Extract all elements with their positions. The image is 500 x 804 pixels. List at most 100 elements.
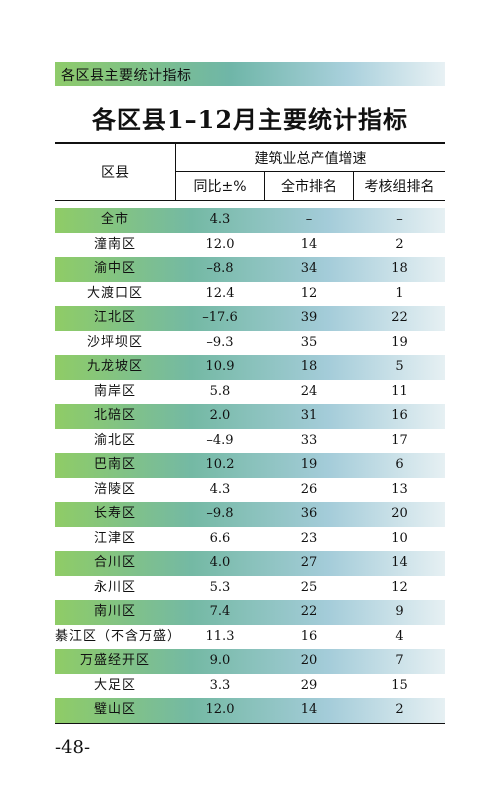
page-title: 各区县1–12月主要统计指标	[91, 105, 409, 134]
region-cell: 永川区	[93, 579, 136, 595]
group-rank-cell: –	[396, 212, 403, 227]
table-row: 长寿区 –9.8 36 20	[55, 502, 445, 527]
section-label: 各区县主要统计指标	[61, 68, 192, 84]
yoy-cell: –8.8	[206, 261, 234, 276]
table-row: 渝中区 –8.8 34 18	[55, 257, 445, 282]
city-rank-cell: 24	[300, 383, 318, 399]
table-row: 南岸区 5.8 24 11	[55, 380, 445, 405]
table-row: 南川区 7.4 22 9	[55, 600, 445, 625]
region-cell: 涪陵区	[93, 481, 136, 497]
region-cell: 綦江区（不含万盛）	[55, 628, 182, 644]
region-cell: 江北区	[93, 310, 136, 325]
yoy-cell: 4.3	[209, 212, 231, 227]
city-rank-cell: 33	[300, 432, 318, 448]
city-rank-cell: 36	[300, 506, 318, 521]
group-rank-cell: 7	[395, 653, 404, 668]
city-rank-cell: 35	[300, 334, 318, 350]
group-rank-cell: 11	[391, 383, 408, 399]
group-rank-cell: 16	[391, 408, 408, 423]
header-region: 区县	[55, 144, 176, 200]
yoy-cell: 12.4	[205, 285, 235, 301]
table-row: 全市 4.3 – –	[55, 208, 445, 233]
region-cell: 大足区	[93, 677, 136, 693]
city-rank-cell: 12	[300, 285, 318, 301]
table-row: 江津区 6.6 23 10	[55, 527, 445, 552]
city-rank-cell: 16	[300, 628, 318, 644]
city-rank-cell: 31	[300, 408, 318, 423]
city-rank-cell: 25	[300, 579, 318, 595]
group-rank-cell: 18	[391, 261, 408, 276]
table-row: 大渡口区 12.4 12 1	[55, 282, 445, 307]
yoy-cell: –4.9	[206, 432, 234, 448]
group-rank-cell: 19	[391, 334, 408, 350]
table-row: 万盛经开区 9.0 20 7	[55, 649, 445, 674]
region-cell: 长寿区	[93, 506, 136, 521]
city-rank-cell: –	[305, 212, 313, 227]
group-rank-cell: 2	[395, 702, 404, 717]
group-rank-cell: 15	[391, 677, 408, 693]
city-rank-cell: 27	[300, 555, 318, 570]
page-number: -48-	[55, 737, 91, 758]
yoy-cell: –17.6	[202, 310, 238, 325]
yoy-cell: 7.4	[209, 604, 231, 619]
yoy-cell: 4.0	[209, 555, 231, 570]
table-row: 永川区 5.3 25 12	[55, 576, 445, 601]
region-cell: 江津区	[93, 530, 136, 546]
group-rank-cell: 6	[395, 457, 404, 472]
yoy-cell: –9.8	[206, 506, 234, 521]
city-rank-cell: 14	[300, 236, 318, 252]
region-cell: 大渡口区	[86, 285, 143, 301]
yoy-cell: 10.9	[205, 359, 235, 374]
yoy-cell: 3.3	[209, 677, 231, 693]
yoy-cell: 9.0	[209, 653, 231, 668]
yoy-cell: 4.3	[209, 481, 231, 497]
group-rank-cell: 5	[395, 359, 404, 374]
table-row: 北碚区 2.0 31 16	[55, 404, 445, 429]
group-rank-cell: 20	[391, 506, 408, 521]
group-rank-cell: 13	[391, 481, 408, 497]
region-cell: 潼南区	[93, 236, 136, 252]
region-cell: 九龙坡区	[86, 359, 143, 374]
city-rank-cell: 18	[300, 359, 318, 374]
region-cell: 万盛经开区	[79, 653, 150, 668]
city-rank-cell: 22	[300, 604, 318, 619]
group-rank-cell: 4	[395, 628, 404, 644]
city-rank-cell: 26	[300, 481, 318, 497]
city-rank-cell: 14	[300, 702, 318, 717]
table-row: 潼南区 12.0 14 2	[55, 233, 445, 258]
yoy-cell: –9.3	[206, 334, 234, 350]
group-rank-cell: 17	[391, 432, 408, 448]
city-rank-cell: 19	[300, 457, 318, 472]
table-row: 江北区 –17.6 39 22	[55, 306, 445, 331]
table-row: 綦江区（不含万盛） 11.3 16 4	[55, 625, 445, 650]
city-rank-cell: 39	[300, 310, 318, 325]
yoy-cell: 11.3	[205, 628, 235, 644]
region-cell: 北碚区	[93, 408, 136, 423]
table-header: 区县 建筑业总产值增速 同比±% 全市排名 考核组排名	[55, 142, 445, 201]
table-body: 全市 4.3 – – 潼南区 12.0 14 2 渝中区 –8.8 34 18 大渡口区 12.4 12 1 江…	[55, 208, 445, 723]
city-rank-cell: 29	[300, 677, 318, 693]
header-group-rank: 考核组排名	[364, 179, 435, 195]
yoy-cell: 12.0	[205, 702, 235, 717]
section-banner: 各区县主要统计指标	[55, 62, 445, 86]
yoy-cell: 5.8	[209, 383, 231, 399]
region-cell: 南川区	[93, 604, 136, 619]
group-rank-cell: 2	[395, 236, 404, 252]
table-row: 巴南区 10.2 19 6	[55, 453, 445, 478]
group-rank-cell: 12	[391, 579, 408, 595]
yoy-cell: 5.3	[209, 579, 231, 595]
table-row: 合川区 4.0 27 14	[55, 551, 445, 576]
header-yoy: 同比±%	[176, 172, 265, 200]
region-cell: 沙坪坝区	[86, 334, 143, 350]
region-cell: 渝北区	[93, 432, 136, 448]
group-rank-cell: 1	[395, 285, 404, 301]
region-cell: 渝中区	[93, 261, 136, 276]
city-rank-cell: 34	[300, 261, 318, 276]
table-row: 渝北区 –4.9 33 17	[55, 429, 445, 454]
table-row: 涪陵区 4.3 26 13	[55, 478, 445, 503]
header-group: 建筑业总产值增速	[176, 144, 445, 172]
group-rank-cell: 9	[395, 604, 404, 619]
table-row: 璧山区 12.0 14 2	[55, 698, 445, 723]
city-rank-cell: 20	[300, 653, 318, 668]
yoy-cell: 2.0	[209, 408, 231, 423]
